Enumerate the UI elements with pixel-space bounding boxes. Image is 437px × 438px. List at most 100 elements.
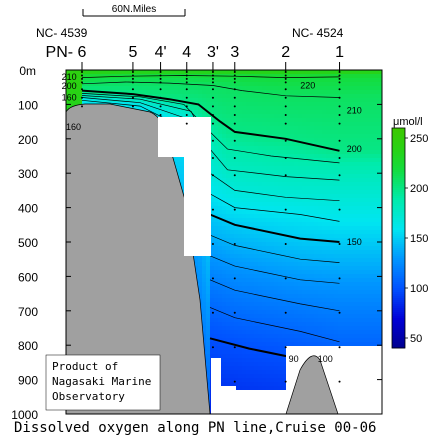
sample-dot xyxy=(211,346,214,349)
sample-dot xyxy=(233,243,236,245)
sample-dot xyxy=(211,77,214,80)
colorbar-segment xyxy=(392,150,405,153)
y-tick-label: 300 xyxy=(18,167,38,181)
colorbar-segment xyxy=(392,308,405,311)
colorbar-tick-label: 200 xyxy=(410,183,428,195)
colorbar-unit-label: μmol/l xyxy=(393,116,423,128)
sample-dot xyxy=(338,81,341,84)
sample-dot xyxy=(284,96,287,99)
colorbar-segment xyxy=(392,200,405,203)
colorbar-segment xyxy=(392,276,405,279)
colorbar-segment xyxy=(392,312,405,315)
sample-dot xyxy=(185,105,188,108)
colorbar-segment xyxy=(392,290,405,293)
sample-dot xyxy=(233,74,236,77)
sample-dot xyxy=(211,157,214,159)
sample-dot xyxy=(233,122,236,125)
y-axis: 0m 100 200 300 400 500 600 700 800 900 1000 xyxy=(11,64,382,422)
y-tick-label: 900 xyxy=(18,374,38,388)
colorbar: 50 100 150 200 250 xyxy=(391,127,428,349)
sample-dot xyxy=(338,346,341,349)
contour-label: 200 xyxy=(62,81,77,91)
colorbar-segment xyxy=(392,186,405,189)
sample-dot xyxy=(185,122,188,125)
contour-130 xyxy=(209,255,340,284)
colorbar-segment xyxy=(392,218,405,221)
colorbar-segment xyxy=(392,160,405,163)
sample-dot xyxy=(81,105,83,108)
colorbar-segment xyxy=(392,322,405,325)
colorbar-segment xyxy=(392,288,405,291)
sample-dot xyxy=(339,415,341,417)
colorbar-segment xyxy=(392,220,405,223)
colorbar-segment xyxy=(392,228,405,231)
colorbar-segment xyxy=(392,330,405,333)
contour-220 xyxy=(81,75,340,78)
colorbar-segment xyxy=(392,284,405,287)
colorbar-segment xyxy=(392,194,405,197)
sample-dot xyxy=(284,74,287,77)
sample-dot xyxy=(338,157,341,159)
station-label: 3' xyxy=(207,44,219,61)
sample-dot xyxy=(233,88,236,91)
sample-dot xyxy=(338,74,341,77)
colorbar-segment xyxy=(392,254,405,257)
sample-dot xyxy=(185,88,188,91)
contour-label: 220 xyxy=(300,80,315,90)
sample-dot xyxy=(211,88,214,91)
contour-120 xyxy=(209,279,340,312)
colorbar-segment xyxy=(392,148,405,151)
sample-dot xyxy=(338,88,341,91)
y-tick-label: 600 xyxy=(18,270,38,284)
no-data-region xyxy=(211,386,236,414)
sample-dot xyxy=(284,277,287,280)
colorbar-segment xyxy=(392,180,405,183)
ridge-terrain-top xyxy=(285,355,339,414)
colorbar-segment xyxy=(392,224,405,227)
sample-dot xyxy=(131,74,134,77)
colorbar-segment xyxy=(392,332,405,335)
scale-bar-label: 60N.Miles xyxy=(112,4,156,15)
colorbar-segment xyxy=(392,266,405,269)
station-id-left: NC- 4539 xyxy=(36,26,88,40)
sample-dot xyxy=(284,77,287,80)
sample-dot xyxy=(185,81,188,84)
colorbar-segment xyxy=(392,232,405,235)
colorbar-segment xyxy=(392,252,405,255)
contour-label: 100 xyxy=(318,354,333,364)
chart-title: Dissolved oxygen along PN line,Cruise 00… xyxy=(14,420,376,436)
sample-dot xyxy=(233,114,236,116)
colorbar-segment xyxy=(392,144,405,147)
colorbar-segment xyxy=(392,238,405,241)
colorbar-segment xyxy=(392,132,405,135)
sample-dot xyxy=(338,122,341,125)
contour-label: 90 xyxy=(289,354,299,364)
sample-dot xyxy=(159,77,162,80)
colorbar-segment xyxy=(392,234,405,237)
colorbar-segment xyxy=(392,184,405,187)
sample-dot xyxy=(131,88,134,91)
colorbar-segment xyxy=(392,168,405,171)
y-tick-label: 1000 xyxy=(11,408,38,422)
colorbar-segment xyxy=(392,268,405,271)
contour-label: 210 xyxy=(62,72,77,82)
y-tick-label: 100 xyxy=(18,98,38,112)
station-label: 2 xyxy=(281,44,290,61)
sample-dot xyxy=(233,174,236,177)
station-id-right: NC- 4524 xyxy=(292,26,344,40)
sample-dot xyxy=(233,139,236,142)
sample-dot xyxy=(284,88,287,91)
colorbar-segment xyxy=(392,216,405,219)
contour-label: 160 xyxy=(66,122,81,132)
colorbar-segment xyxy=(392,326,405,329)
colorbar-segment xyxy=(392,202,405,205)
colorbar-segment xyxy=(392,128,405,131)
sample-dot xyxy=(338,139,341,142)
colorbar-segment xyxy=(392,214,405,217)
sample-dot xyxy=(211,277,214,280)
sample-dot xyxy=(131,81,134,84)
colorbar-segment xyxy=(392,206,405,209)
colorbar-segment xyxy=(392,176,405,179)
sample-dot xyxy=(338,96,341,99)
sample-dot xyxy=(284,81,287,84)
